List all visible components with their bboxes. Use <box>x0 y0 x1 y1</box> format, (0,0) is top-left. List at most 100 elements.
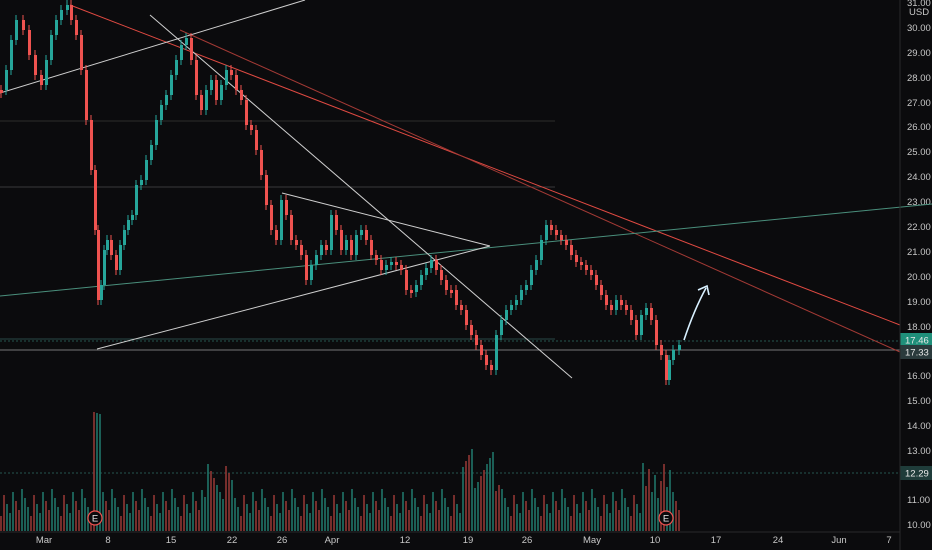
candle[interactable] <box>620 300 623 305</box>
candle[interactable] <box>570 245 573 255</box>
candle[interactable] <box>590 270 593 275</box>
earnings-marker-icon[interactable] <box>87 510 103 526</box>
candle[interactable] <box>580 262 583 265</box>
candle[interactable] <box>5 70 8 90</box>
candle[interactable] <box>310 265 313 280</box>
candle[interactable] <box>615 300 618 310</box>
candle[interactable] <box>475 335 478 345</box>
candle[interactable] <box>180 45 183 60</box>
candle[interactable] <box>600 285 603 295</box>
candle[interactable] <box>500 320 503 335</box>
candle[interactable] <box>170 75 173 95</box>
candle[interactable] <box>520 290 523 300</box>
candle[interactable] <box>255 130 258 150</box>
candle[interactable] <box>55 20 58 35</box>
candle[interactable] <box>560 235 563 240</box>
candle[interactable] <box>665 355 668 380</box>
candle[interactable] <box>110 240 113 255</box>
candle[interactable] <box>540 240 543 260</box>
candle[interactable] <box>295 240 298 245</box>
candle[interactable] <box>630 310 633 320</box>
candle[interactable] <box>119 245 122 270</box>
candle[interactable] <box>335 215 338 230</box>
white-trendline-top[interactable] <box>0 0 306 94</box>
candle[interactable] <box>625 305 628 310</box>
candle[interactable] <box>0 90 3 93</box>
candle[interactable] <box>405 270 408 290</box>
candle[interactable] <box>525 285 528 290</box>
candle[interactable] <box>435 260 438 270</box>
candle[interactable] <box>585 265 588 270</box>
candle[interactable] <box>45 60 48 85</box>
candle[interactable] <box>70 5 73 20</box>
candle[interactable] <box>34 55 37 75</box>
candle[interactable] <box>270 205 273 230</box>
candle[interactable] <box>15 20 18 40</box>
candle[interactable] <box>415 285 418 292</box>
candle[interactable] <box>355 235 358 255</box>
candle[interactable] <box>28 30 31 55</box>
candle[interactable] <box>645 308 648 315</box>
candle[interactable] <box>390 262 393 265</box>
candle[interactable] <box>315 255 318 265</box>
candle[interactable] <box>85 70 88 120</box>
candle[interactable] <box>510 305 513 310</box>
candle[interactable] <box>80 35 83 70</box>
candle[interactable] <box>550 225 553 230</box>
candle[interactable] <box>330 215 333 250</box>
candle[interactable] <box>94 170 97 230</box>
candle[interactable] <box>305 255 308 280</box>
candle[interactable] <box>225 70 228 85</box>
candle[interactable] <box>75 20 78 35</box>
candle[interactable] <box>22 20 25 30</box>
candle[interactable] <box>490 365 493 370</box>
candle[interactable] <box>455 290 458 305</box>
candle[interactable] <box>460 305 463 310</box>
candle[interactable] <box>290 215 293 240</box>
white-trendline-ascending[interactable] <box>96 245 491 350</box>
candle[interactable] <box>145 160 148 180</box>
candle[interactable] <box>445 280 448 290</box>
candle[interactable] <box>668 360 671 380</box>
candle[interactable] <box>115 255 118 270</box>
candle[interactable] <box>635 320 638 335</box>
candle[interactable] <box>345 240 348 250</box>
candle[interactable] <box>660 345 663 355</box>
candle[interactable] <box>66 5 69 10</box>
candle[interactable] <box>610 305 613 310</box>
candle[interactable] <box>265 175 268 205</box>
earnings-marker-icon[interactable] <box>658 510 674 526</box>
candle[interactable] <box>640 315 643 335</box>
candle[interactable] <box>430 260 433 268</box>
candle[interactable] <box>127 220 130 230</box>
green-trendline[interactable] <box>0 203 932 297</box>
candle[interactable] <box>655 320 658 345</box>
candle[interactable] <box>555 230 558 235</box>
candle[interactable] <box>230 70 233 75</box>
candle[interactable] <box>97 230 100 300</box>
candle[interactable] <box>175 60 178 75</box>
candle[interactable] <box>103 250 106 285</box>
candle[interactable] <box>106 240 109 250</box>
candle[interactable] <box>10 40 13 70</box>
candle[interactable] <box>575 255 578 262</box>
candle[interactable] <box>285 200 288 215</box>
candle[interactable] <box>545 225 548 240</box>
candle[interactable] <box>160 105 163 120</box>
candle[interactable] <box>440 270 443 280</box>
candle[interactable] <box>375 255 378 260</box>
candle[interactable] <box>350 240 353 255</box>
white-trendline-upper-triangle[interactable] <box>281 192 491 247</box>
candle[interactable] <box>395 262 398 265</box>
candle[interactable] <box>325 245 328 250</box>
candle[interactable] <box>365 230 368 240</box>
candle[interactable] <box>150 145 153 160</box>
candle[interactable] <box>220 85 223 100</box>
candle[interactable] <box>131 215 134 220</box>
candle[interactable] <box>60 10 63 20</box>
candle[interactable] <box>195 60 198 95</box>
candle[interactable] <box>40 75 43 85</box>
candle[interactable] <box>650 308 653 320</box>
candle[interactable] <box>420 275 423 285</box>
